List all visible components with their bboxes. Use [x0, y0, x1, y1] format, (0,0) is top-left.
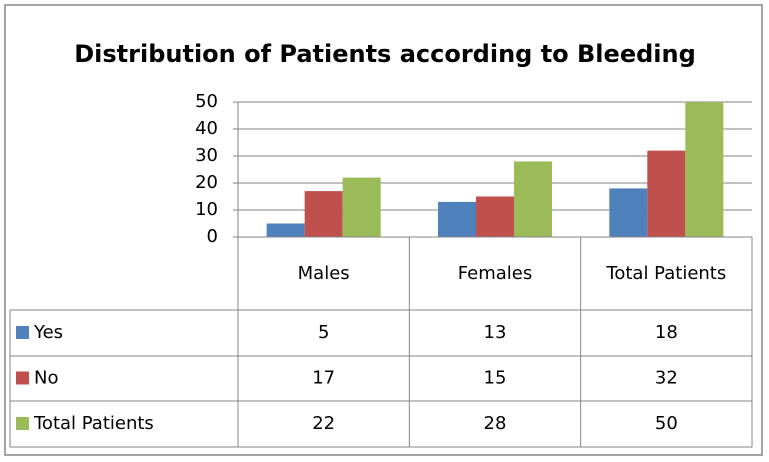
y-tick-label: 30 — [195, 145, 218, 166]
y-tick-label: 40 — [195, 118, 218, 139]
table-value: 28 — [484, 413, 507, 434]
bar — [476, 196, 514, 237]
legend-swatch — [16, 326, 29, 339]
legend-label: No — [34, 368, 58, 389]
table-value: 22 — [312, 413, 335, 434]
chart-title: Distribution of Patients according to Bl… — [74, 40, 696, 68]
legend-label: Total Patients — [33, 413, 154, 434]
table-value: 15 — [484, 368, 507, 389]
bar — [342, 177, 381, 237]
table-value: 50 — [655, 413, 678, 434]
x-tick-label: Females — [457, 262, 533, 284]
y-tick-label: 20 — [195, 172, 218, 193]
bar — [438, 201, 476, 237]
y-tick-label: 0 — [207, 226, 218, 247]
table-value: 32 — [655, 368, 678, 389]
legend-swatch — [16, 417, 29, 430]
x-tick-label: Males — [297, 262, 350, 284]
legend-label: Yes — [33, 322, 63, 343]
bar — [514, 161, 552, 237]
table-value: 18 — [655, 322, 678, 343]
bar — [647, 150, 686, 237]
bar — [304, 191, 343, 237]
bar — [685, 102, 724, 237]
x-tick-label: Total Patients — [606, 262, 727, 284]
legend-swatch — [16, 371, 29, 385]
y-tick-label: 50 — [195, 91, 218, 112]
table-value: 5 — [318, 322, 329, 343]
bar — [609, 188, 648, 237]
table-value: 17 — [312, 368, 335, 389]
table-value: 13 — [484, 322, 507, 343]
bar — [266, 223, 305, 237]
y-tick-label: 10 — [195, 199, 218, 220]
